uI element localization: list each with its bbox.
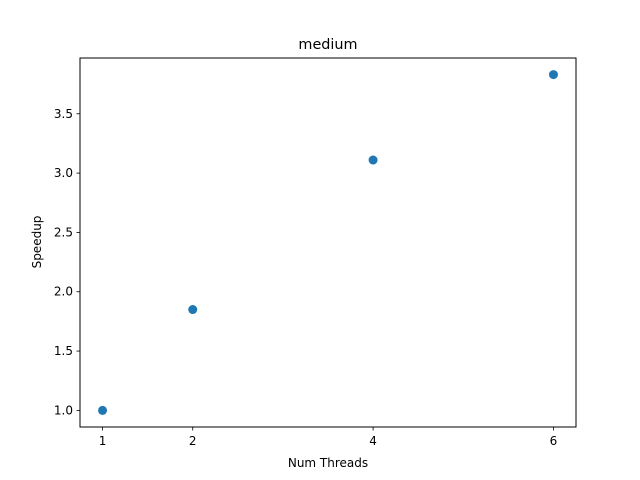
x-axis: 1 2 4 6	[99, 427, 558, 448]
data-point	[188, 305, 198, 315]
y-axis-label: Speedup	[30, 216, 44, 269]
y-tick-label: 2.0	[54, 285, 73, 299]
x-tick-label: 2	[189, 434, 197, 448]
data-point	[98, 405, 108, 415]
x-tick-label: 6	[550, 434, 558, 448]
y-tick-label: 1.0	[54, 403, 73, 417]
chart-title: medium	[298, 37, 357, 53]
data-point	[548, 70, 558, 80]
x-tick-label: 1	[99, 434, 107, 448]
y-tick-label: 2.5	[54, 225, 73, 239]
y-tick-label: 1.5	[54, 344, 73, 358]
y-axis: 1.0 1.5 2.0 2.5 3.0 3.5	[54, 107, 80, 417]
plot-area	[79, 57, 577, 428]
data-points	[98, 70, 558, 415]
data-point	[368, 155, 378, 165]
x-axis-label: Num Threads	[288, 456, 368, 470]
y-tick-label: 3.5	[54, 107, 73, 121]
y-tick-label: 3.0	[54, 166, 73, 180]
axes-frame	[79, 57, 577, 428]
x-tick-label: 4	[369, 434, 377, 448]
